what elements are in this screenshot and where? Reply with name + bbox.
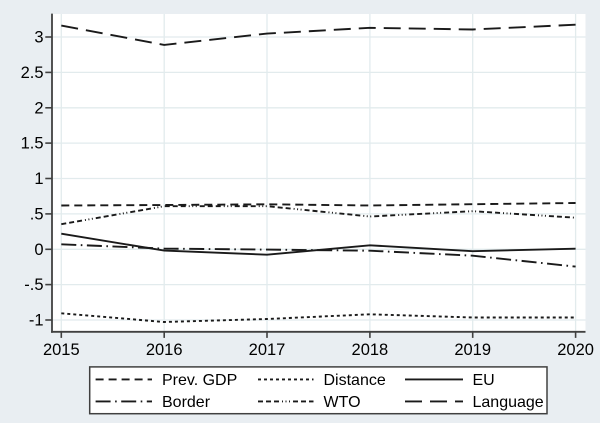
svg-text:Language: Language <box>473 394 544 411</box>
svg-text:2017: 2017 <box>249 341 286 359</box>
svg-text:1.5: 1.5 <box>21 135 44 153</box>
svg-text:2015: 2015 <box>43 341 80 359</box>
svg-text:2020: 2020 <box>557 341 594 359</box>
svg-text:WTO: WTO <box>324 394 361 411</box>
svg-text:Distance: Distance <box>324 372 386 389</box>
svg-text:2018: 2018 <box>352 341 389 359</box>
svg-text:2: 2 <box>34 99 43 117</box>
svg-text:3: 3 <box>34 29 43 47</box>
svg-text:0: 0 <box>34 241 43 259</box>
svg-text:Border: Border <box>162 394 211 411</box>
svg-text:-1: -1 <box>29 312 44 330</box>
svg-text:Prev. GDP: Prev. GDP <box>162 372 237 389</box>
svg-text:EU: EU <box>473 372 495 389</box>
svg-text:1: 1 <box>34 170 43 188</box>
svg-text:-.5: -.5 <box>24 276 43 294</box>
svg-text:2019: 2019 <box>454 341 491 359</box>
svg-text:2.5: 2.5 <box>21 64 44 82</box>
svg-text:.5: .5 <box>30 205 44 223</box>
svg-text:2016: 2016 <box>146 341 183 359</box>
